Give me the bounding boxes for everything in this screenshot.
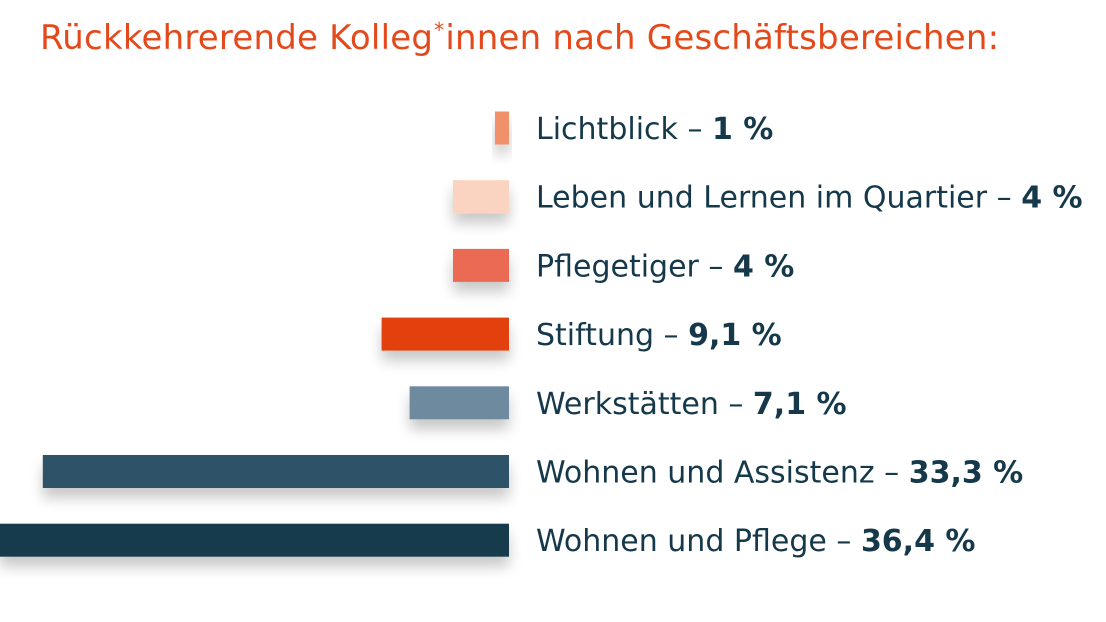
category-label: Wohnen und Pflege	[536, 524, 827, 559]
bar-3	[453, 248, 509, 282]
value-label: 9,1 %	[688, 318, 782, 353]
bar-1	[495, 111, 509, 145]
category-label: Pflegetiger	[536, 249, 700, 284]
value-label: 1 %	[712, 112, 773, 147]
title-text-end: innen nach Geschäftsbereichen:	[445, 18, 1000, 58]
bar-2	[453, 180, 509, 214]
label-separator: –	[987, 181, 1021, 216]
chart-title: Rückkehrerende Kolleg*innen nach Geschäf…	[40, 18, 1090, 58]
bar-5	[409, 386, 509, 420]
value-label: 36,4 %	[861, 524, 976, 559]
category-label: Leben und Lernen im Quartier	[536, 181, 988, 216]
label-separator: –	[875, 456, 909, 491]
bar-label-3: Pflegetiger – 4 %	[536, 249, 794, 284]
bar-label-7: Wohnen und Pflege – 36,4 %	[536, 524, 975, 559]
bar-label-5: Werkstätten – 7,1 %	[536, 387, 847, 422]
value-label: 7,1 %	[753, 387, 847, 422]
label-separator: –	[678, 112, 712, 147]
category-label: Stiftung	[536, 318, 654, 353]
bar-label-2: Leben und Lernen im Quartier – 4 %	[536, 181, 1083, 216]
category-label: Wohnen und Assistenz	[536, 456, 875, 491]
category-label: Werkstätten	[536, 387, 719, 422]
bars-group	[0, 111, 510, 557]
value-label: 4 %	[1021, 181, 1082, 216]
labels-group: Lichtblick – 1 % Leben und Lernen im Quar…	[536, 112, 1083, 559]
label-separator: –	[699, 249, 733, 284]
category-label: Lichtblick	[536, 112, 679, 147]
bar-label-1: Lichtblick – 1 %	[536, 112, 773, 147]
value-label: 4 %	[733, 249, 794, 284]
bar-4	[381, 317, 509, 351]
bar-label-4: Stiftung – 9,1 %	[536, 318, 782, 353]
title-gender-star: *	[434, 18, 445, 42]
bar-7	[0, 523, 510, 557]
bar-6	[42, 455, 510, 488]
label-separator: –	[719, 387, 753, 422]
bar-label-6: Wohnen und Assistenz – 33,3 %	[536, 456, 1023, 491]
label-separator: –	[654, 318, 688, 353]
value-label: 33,3 %	[909, 456, 1024, 491]
title-text-start: Rückkehrerende Kolleg	[40, 18, 434, 58]
label-separator: –	[827, 524, 861, 559]
